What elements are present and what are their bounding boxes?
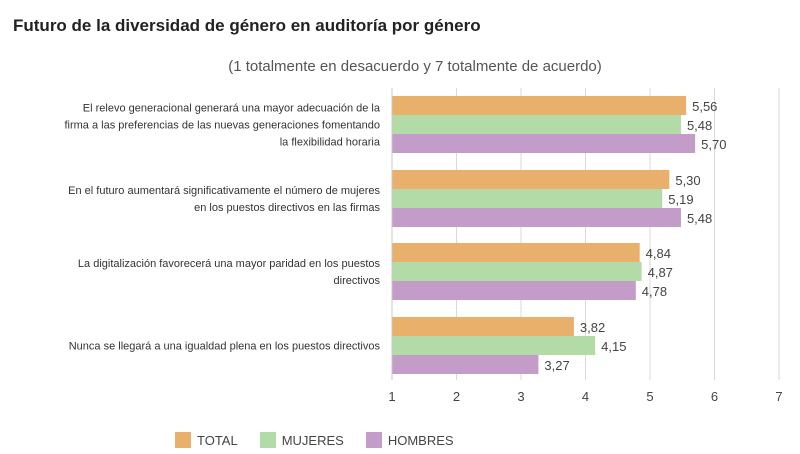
category-label: Nunca se llegará a una igualdad plena en…	[69, 341, 381, 353]
data-label: 5,70	[701, 137, 726, 152]
legend-item-mujeres: MUJERES	[259, 432, 344, 448]
bar	[392, 189, 663, 208]
bar	[392, 96, 687, 115]
chart-subtitle: (1 totalmente en desacuerdo y 7 totalmen…	[228, 58, 602, 75]
bar	[392, 262, 642, 281]
x-tick-label: 2	[453, 389, 460, 404]
x-tick-label: 3	[517, 389, 524, 404]
data-label: 3,82	[580, 320, 605, 335]
data-label: 4,87	[648, 265, 673, 280]
legend-swatch-mujeres	[259, 432, 276, 448]
data-label: 5,48	[687, 211, 712, 226]
bar	[392, 115, 681, 134]
category-label: firma a las preferencias de las nuevas g…	[64, 120, 380, 132]
data-label: 4,15	[601, 339, 626, 354]
x-tick-label: 6	[711, 389, 718, 404]
bar	[392, 317, 574, 336]
category-label: El relevo generacional generará una mayo…	[83, 103, 381, 115]
category-label: en los puestos directivos en las firmas	[194, 202, 380, 214]
legend-swatch-total	[175, 432, 191, 448]
legend-swatch-hombres	[365, 432, 382, 448]
data-label: 5,56	[692, 99, 717, 114]
x-tick-label: 1	[388, 389, 395, 404]
category-label: la flexibilidad horaria	[280, 137, 381, 149]
data-label: 5,19	[668, 192, 693, 207]
x-tick-label: 5	[646, 389, 653, 404]
bar	[392, 281, 636, 300]
bar	[392, 208, 681, 227]
bar	[392, 243, 640, 262]
bar	[392, 134, 696, 153]
bar	[392, 170, 670, 189]
category-label: directivos	[334, 275, 381, 287]
bar	[392, 355, 539, 374]
category-label: La digitalización favorecerá una mayor p…	[78, 258, 381, 270]
legend-label-total: TOTAL	[197, 432, 238, 448]
data-label: 4,84	[646, 246, 671, 261]
data-label: 5,30	[675, 173, 700, 188]
legend-item-total: TOTAL	[175, 432, 238, 448]
bar	[392, 336, 596, 355]
chart-title: Futuro de la diversidad de género en aud…	[13, 16, 481, 35]
data-label: 3,27	[544, 358, 569, 373]
legend-item-hombres: HOMBRES	[365, 432, 454, 448]
data-label: 4,78	[642, 284, 667, 299]
x-tick-label: 4	[582, 389, 589, 404]
data-label: 5,48	[687, 118, 712, 133]
legend-label-mujeres: MUJERES	[281, 432, 344, 448]
legend: TOTAL MUJERES HOMBRES	[175, 432, 454, 448]
category-label: En el futuro aumentará significativament…	[68, 185, 380, 197]
legend-label-hombres: HOMBRES	[387, 432, 454, 448]
x-tick-label: 7	[775, 389, 782, 404]
